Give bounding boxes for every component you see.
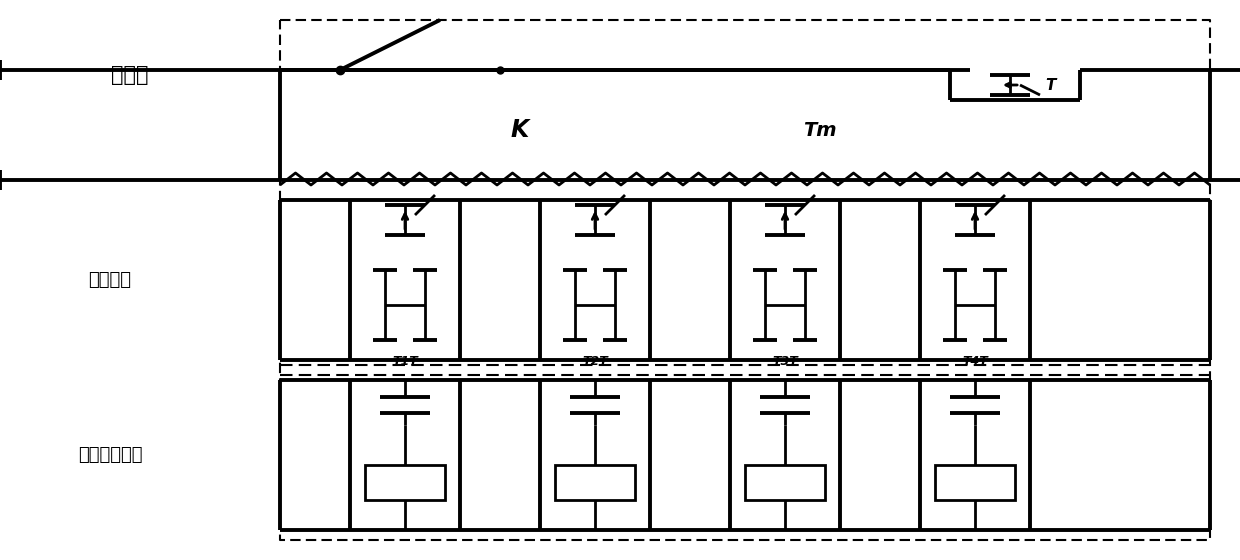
Text: T2T: T2T	[582, 355, 608, 368]
Text: T4T: T4T	[962, 355, 988, 368]
Text: 能量吸收支路: 能量吸收支路	[78, 446, 143, 464]
Bar	[935, 465, 1016, 500]
Text: K: K	[511, 118, 529, 142]
Bar	[745, 465, 825, 500]
Bar	[556, 465, 635, 500]
Text: 转移支路: 转移支路	[88, 271, 131, 289]
Bar	[365, 465, 445, 500]
Text: Tm: Tm	[804, 120, 837, 139]
Text: T: T	[1045, 77, 1055, 92]
Text: T3T: T3T	[773, 355, 797, 368]
Text: T1T: T1T	[392, 355, 418, 368]
Text: 主支路: 主支路	[112, 65, 149, 85]
